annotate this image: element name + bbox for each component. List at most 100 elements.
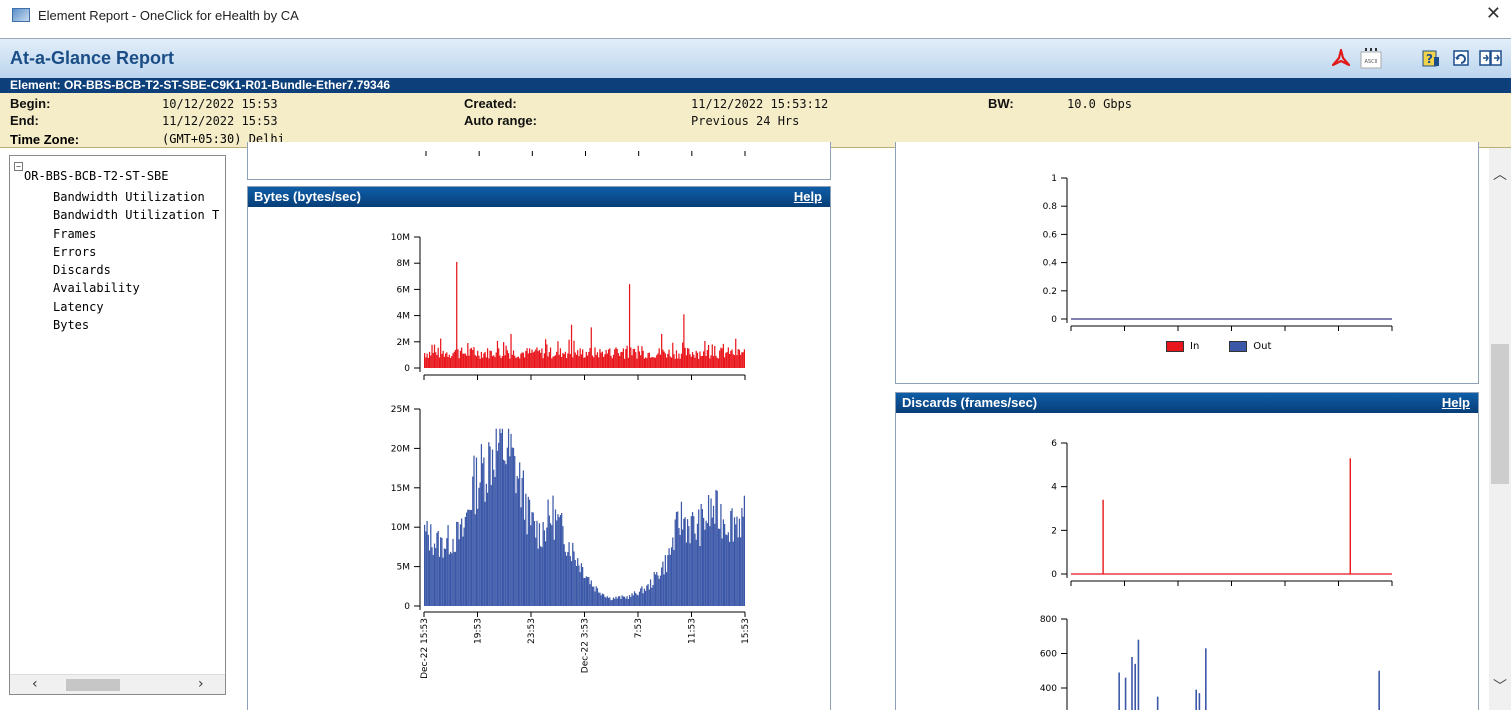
bytes-in-bar [659,354,662,368]
bytes-in-bar [516,357,518,368]
bytes-out-y-tick-label: 0 [404,602,410,612]
bytes-in-bar [701,356,704,368]
refresh-icon[interactable] [1449,47,1473,69]
bytes-out-bar [594,591,596,606]
bytes-out-bar [699,546,701,606]
horizontal-scrollbar[interactable]: ‹ › [10,674,225,694]
vertical-scroll-thumb[interactable] [1491,344,1509,484]
bytes-in-bar [620,352,622,368]
bytes-out-bar [490,485,492,606]
bytes-in-bar [682,342,684,368]
bytes-in-bar [669,356,671,368]
bytes-in-bar [536,347,538,368]
tree-item-frames[interactable]: Frames [53,226,97,241]
frames-y-tick-label: 0.4 [1043,259,1058,269]
bytes-in-bar [469,348,471,368]
bytes-out-bar [526,534,528,606]
bytes-out-bar [619,596,621,606]
bytes-out-bar [443,548,445,606]
bytes-in-bar [565,358,568,368]
tree-item-bandwidth-utilization-t[interactable]: Bandwidth Utilization T [53,208,220,223]
bytes-in-bar [670,357,673,368]
end-value: 11/12/2022 15:53 [162,114,278,128]
bytes-in-bar [527,353,529,368]
bytes-help-link[interactable]: Help [793,189,822,204]
bytes-in-bar [424,353,426,368]
bytes-out-bar [694,533,696,606]
bytes-in-bar [549,347,552,368]
scroll-up-icon[interactable]: ︿ [1493,167,1507,183]
bytes-out-bar [509,456,511,606]
bytes-in-bar [464,353,466,368]
bytes-out-bar [441,537,443,606]
bytes-in-bar [506,350,508,368]
scroll-right-icon[interactable]: › [198,676,204,692]
bytes-out-bar [572,542,574,606]
bytes-in-bar [493,355,495,368]
tree-item-bandwidth-utilization[interactable]: Bandwidth Utilization [53,190,205,204]
tree-item-availability[interactable]: Availability [53,281,140,296]
bytes-in-bar [500,358,502,368]
bytes-in-bar [733,355,736,368]
bytes-in-bar [547,356,549,368]
ascii-icon[interactable]: ASCII [1359,47,1383,69]
bytes-in-bar [554,355,557,368]
bytes-in-bar [617,353,620,368]
bytes-in-bar [491,356,494,368]
collapse-icon[interactable]: − [14,162,23,171]
bytes-in-bar [579,348,581,368]
bytes-in-bar [578,356,580,368]
bytes-in-bar [456,261,458,368]
bytes-in-bar [678,353,680,368]
bytes-out-bar [659,575,662,606]
pdf-icon[interactable] [1329,47,1353,69]
bytes-in-bar [688,348,690,368]
scroll-left-icon[interactable]: ‹ [32,676,38,692]
tree-root[interactable]: − OR-BBS-BCB-T2-ST-SBE [14,162,169,183]
bytes-in-bar [646,358,648,368]
bytes-in-bar [604,354,606,368]
bytes-in-bar [647,352,649,368]
bytes-out-bar [679,534,681,606]
bytes-in-bar [640,355,642,368]
timezone-label: Time Zone: [10,132,80,147]
bytes-in-bar [628,284,631,368]
help-icon[interactable]: ? [1419,47,1443,69]
bytes-out-bar [596,588,599,606]
bytes-out-bar [696,523,699,606]
tree-item-discards[interactable]: Discards [53,263,111,278]
bytes-in-bar [485,357,487,368]
discards-out-y-tick-label: 600 [1040,650,1057,660]
legend-out-swatch [1229,341,1248,352]
bytes-in-bar [707,344,710,368]
bytes-out-bar [483,457,485,606]
tree-item-errors[interactable]: Errors [53,244,97,259]
bytes-in-bar [533,351,536,368]
scroll-thumb[interactable] [66,679,120,691]
bytes-in-bar [730,350,732,368]
bytes-out-bar [547,499,549,606]
bytes-in-bar [710,355,712,368]
bytes-in-bar [638,351,641,368]
bytes-in-bar [611,358,613,368]
tree-item-bytes[interactable]: Bytes [53,318,90,333]
bytes-in-bar [462,353,464,368]
bytes-in-bar [732,354,734,368]
bytes-in-bar [619,355,621,368]
bytes-in-bar [501,356,504,368]
bytes-in-bar [667,353,669,368]
bytes-out-bar [444,548,447,606]
bytes-in-bar [519,358,521,368]
bytes-in-bar [433,344,436,368]
bytes-in-bar [430,355,432,368]
discards-help-link[interactable]: Help [1441,395,1470,410]
frames-y-tick-label: 0.6 [1043,230,1058,240]
vertical-scrollbar[interactable]: ︿ ﹀ [1489,148,1511,710]
tree-item-latency[interactable]: Latency [53,299,104,314]
bytes-out-bar [464,516,466,606]
scroll-down-icon[interactable]: ﹀ [1493,679,1507,695]
bytes-out-bar [658,578,660,606]
bytes-out-bar [707,495,710,606]
export-icon[interactable] [1479,47,1503,69]
close-icon[interactable]: ✕ [1485,3,1501,24]
